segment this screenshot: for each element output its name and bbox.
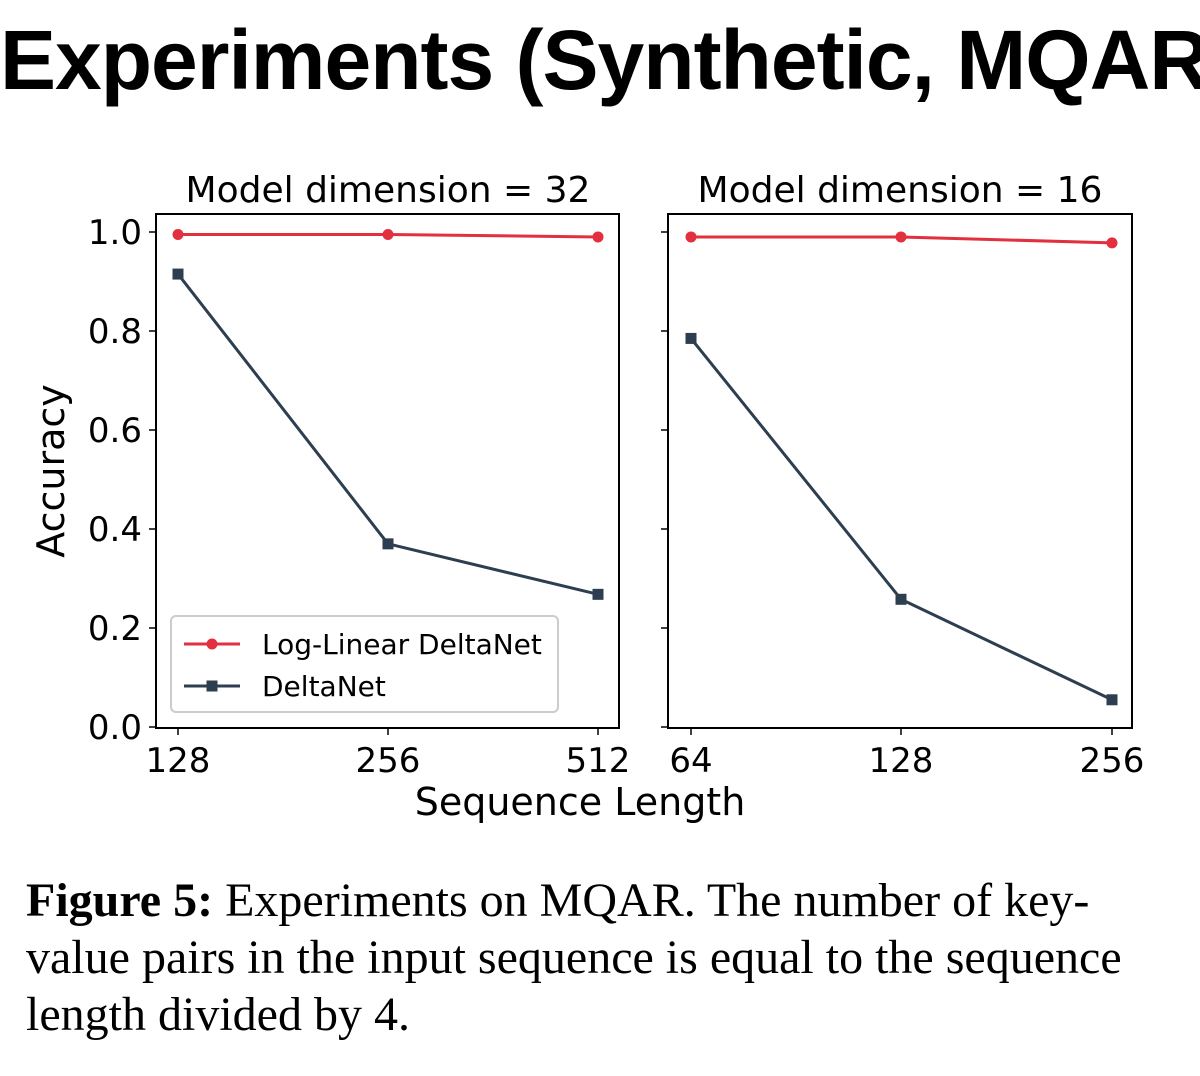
y-axis-label: Accuracy <box>29 384 73 558</box>
y-tick-label: 0.6 <box>88 411 142 451</box>
x-tick-label: 256 <box>1080 741 1145 781</box>
x-tick-label: 128 <box>869 741 934 781</box>
x-tick-label: 64 <box>669 741 712 781</box>
y-tick-label: 1.0 <box>88 213 142 253</box>
data-point-log-linear-deltanet <box>172 228 184 240</box>
data-point-deltanet <box>592 588 604 600</box>
legend-label-deltanet: DeltaNet <box>262 670 386 703</box>
data-point-log-linear-deltanet <box>382 228 394 240</box>
caption-label: Figure 5: <box>26 874 214 927</box>
data-point-deltanet <box>172 268 184 280</box>
y-tick-label: 0.8 <box>88 312 142 352</box>
mqar-figure: Model dimension = 32 Model dimension = 1… <box>29 170 1145 824</box>
left-panel-title: Model dimension = 32 <box>186 170 591 211</box>
series-line-deltanet <box>689 337 1113 702</box>
y-tick-label: 0.2 <box>88 609 142 649</box>
data-point-log-linear-deltanet <box>1106 237 1118 249</box>
data-point-log-linear-deltanet <box>592 231 604 243</box>
x-tick-label: 256 <box>356 741 421 781</box>
x-tick-label: 512 <box>566 741 631 781</box>
slide-title: Experiments (Synthetic, MQAR) <box>0 13 1200 107</box>
data-point-deltanet <box>685 332 697 344</box>
data-point-deltanet <box>895 593 907 605</box>
right-plot-frame <box>667 213 1133 729</box>
data-point-deltanet <box>1106 694 1118 706</box>
data-point-log-linear-deltanet <box>685 231 697 243</box>
y-tick-label: 0.0 <box>88 708 142 748</box>
caption-text: Experiments on MQAR. The number of key-v… <box>26 874 1122 1041</box>
data-point-deltanet <box>382 538 394 550</box>
x-axis-label: Sequence Length <box>415 780 746 824</box>
legend-box <box>170 615 559 713</box>
legend-marker-log-linear <box>206 638 218 650</box>
x-tick-label: 128 <box>146 741 211 781</box>
legend-marker-deltanet <box>206 680 218 692</box>
figure-caption: Figure 5: Experiments on MQAR. The numbe… <box>26 872 1186 1043</box>
right-panel-title: Model dimension = 16 <box>698 170 1103 211</box>
data-point-log-linear-deltanet <box>895 231 907 243</box>
legend: Log-Linear DeltaNet DeltaNet <box>170 615 559 713</box>
legend-label-log-linear: Log-Linear DeltaNet <box>262 628 542 661</box>
y-tick-label: 0.4 <box>88 510 142 550</box>
